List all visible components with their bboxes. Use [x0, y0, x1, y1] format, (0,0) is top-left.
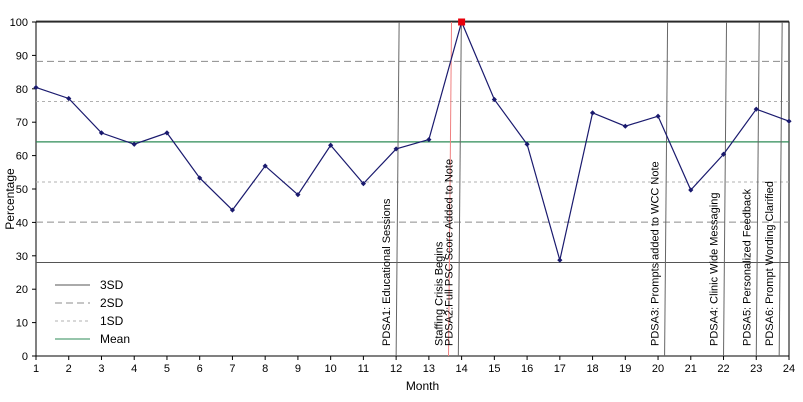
legend-label-3: 1SD: [100, 314, 124, 328]
y-tick-label: 40: [16, 217, 28, 229]
data-point: [589, 110, 596, 116]
x-tick-label: 15: [488, 363, 500, 375]
data-point: [753, 106, 759, 112]
x-axis-title: Month: [406, 379, 439, 393]
y-tick-label: 20: [16, 284, 28, 296]
annotation-line-4: [664, 21, 669, 357]
x-tick-label: 16: [521, 363, 533, 375]
data-point: [655, 113, 661, 119]
data-point: [328, 142, 334, 148]
annotation-line-7: [778, 21, 783, 357]
data-point: [557, 257, 563, 263]
data-point: [524, 141, 530, 147]
annotation-label-4: PDSA3: Prompts added to WCC Note: [650, 161, 662, 346]
data-point-highlight: [458, 18, 466, 26]
y-tick-label: 0: [22, 351, 28, 363]
data-point: [786, 118, 792, 124]
x-tick-label: 14: [455, 363, 467, 375]
x-tick-label: 2: [66, 363, 72, 375]
annotation-line-1: [395, 21, 400, 357]
x-tick-label: 3: [98, 363, 104, 375]
plot-area: [35, 21, 790, 357]
data-point: [131, 141, 137, 147]
x-tick-label: 22: [717, 363, 729, 375]
data-point: [295, 192, 301, 198]
annotation-label-5: PDSA4: Clinic Wide Messaging: [709, 193, 721, 346]
data-point: [360, 181, 366, 187]
y-tick-label: 30: [16, 251, 28, 263]
data-point: [197, 175, 203, 181]
y-tick-label: 80: [16, 84, 28, 96]
y-tick-label: 60: [16, 151, 28, 163]
data-point: [164, 130, 170, 136]
x-tick-label: 9: [295, 363, 301, 375]
x-tick-label: 18: [586, 363, 598, 375]
data-point: [720, 151, 727, 157]
x-tick-label: 8: [262, 363, 268, 375]
x-tick-label: 17: [554, 363, 566, 375]
x-tick-label: 13: [423, 363, 435, 375]
x-tick-label: 6: [197, 363, 203, 375]
x-tick-label: 5: [164, 363, 170, 375]
x-tick-label: 4: [131, 363, 137, 375]
data-point: [491, 96, 497, 103]
series-line-1: [35, 20, 790, 261]
annotation-label-3: PDSA2:Full PSC Score Added to Note: [443, 159, 455, 346]
x-tick-label: 11: [358, 363, 369, 375]
x-tick-label: 23: [750, 363, 762, 375]
x-tick-label: 19: [619, 363, 631, 375]
annotation-label-2: Staffing Crisis Begins: [434, 241, 446, 346]
y-axis-title: Percentage: [3, 168, 17, 230]
annotation-label-1: PDSA1: Educational Sessions: [381, 198, 393, 346]
x-tick-label: 24: [783, 363, 795, 375]
data-point: [426, 136, 432, 143]
data-point: [688, 187, 694, 193]
y-tick-label: 100: [10, 17, 28, 29]
annotation-line-6: [755, 21, 760, 357]
legend-label-2: 2SD: [100, 296, 124, 310]
legend-label-4: Mean: [100, 332, 130, 346]
annotation-label-6: PDSA5: Personalized Feedback: [741, 188, 753, 346]
annotation-line-3: [457, 21, 462, 357]
x-tick-label: 7: [229, 363, 235, 375]
x-tick-label: 1: [33, 363, 39, 375]
x-tick-label: 20: [652, 363, 664, 375]
data-point: [262, 163, 268, 169]
y-tick-label: 70: [16, 117, 28, 129]
data-point: [98, 130, 105, 136]
data-point: [66, 95, 72, 102]
annotation-line-5: [723, 21, 728, 357]
x-tick-label: 21: [685, 363, 697, 375]
data-point: [33, 84, 39, 91]
x-tick-label: 12: [390, 363, 402, 375]
legend-label-1: 3SD: [100, 278, 124, 292]
x-tick-label: 10: [325, 363, 337, 375]
y-tick-label: 50: [16, 184, 28, 196]
data-point: [229, 207, 236, 213]
y-tick-label: 90: [16, 50, 28, 62]
data-point: [393, 146, 399, 152]
data-point: [622, 123, 628, 129]
annotation-line-2: [448, 21, 453, 357]
annotation-label-7: PDSA6: Prompt Wording Clarified: [764, 181, 776, 346]
y-tick-label: 10: [16, 318, 28, 330]
